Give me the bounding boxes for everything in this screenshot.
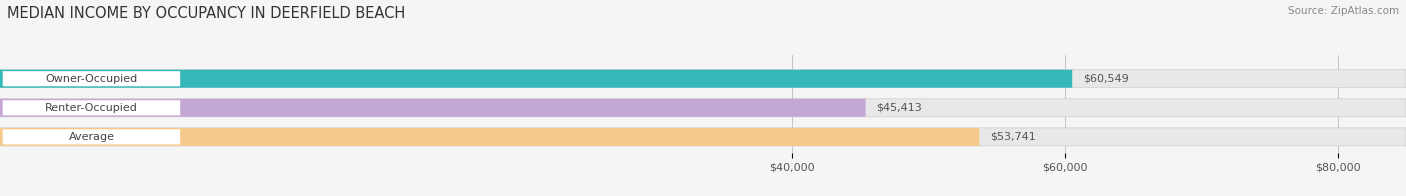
FancyBboxPatch shape <box>3 71 180 86</box>
Text: Average: Average <box>69 132 114 142</box>
FancyBboxPatch shape <box>0 99 866 117</box>
Text: Source: ZipAtlas.com: Source: ZipAtlas.com <box>1288 6 1399 16</box>
Text: $60,549: $60,549 <box>1083 74 1129 84</box>
Text: MEDIAN INCOME BY OCCUPANCY IN DEERFIELD BEACH: MEDIAN INCOME BY OCCUPANCY IN DEERFIELD … <box>7 6 405 21</box>
Text: Renter-Occupied: Renter-Occupied <box>45 103 138 113</box>
FancyBboxPatch shape <box>0 128 980 146</box>
FancyBboxPatch shape <box>3 129 180 144</box>
FancyBboxPatch shape <box>0 99 1406 117</box>
FancyBboxPatch shape <box>3 100 180 115</box>
FancyBboxPatch shape <box>0 128 1406 146</box>
Text: $45,413: $45,413 <box>876 103 922 113</box>
Text: $53,741: $53,741 <box>990 132 1036 142</box>
FancyBboxPatch shape <box>0 70 1406 88</box>
Text: Owner-Occupied: Owner-Occupied <box>45 74 138 84</box>
FancyBboxPatch shape <box>0 70 1073 88</box>
